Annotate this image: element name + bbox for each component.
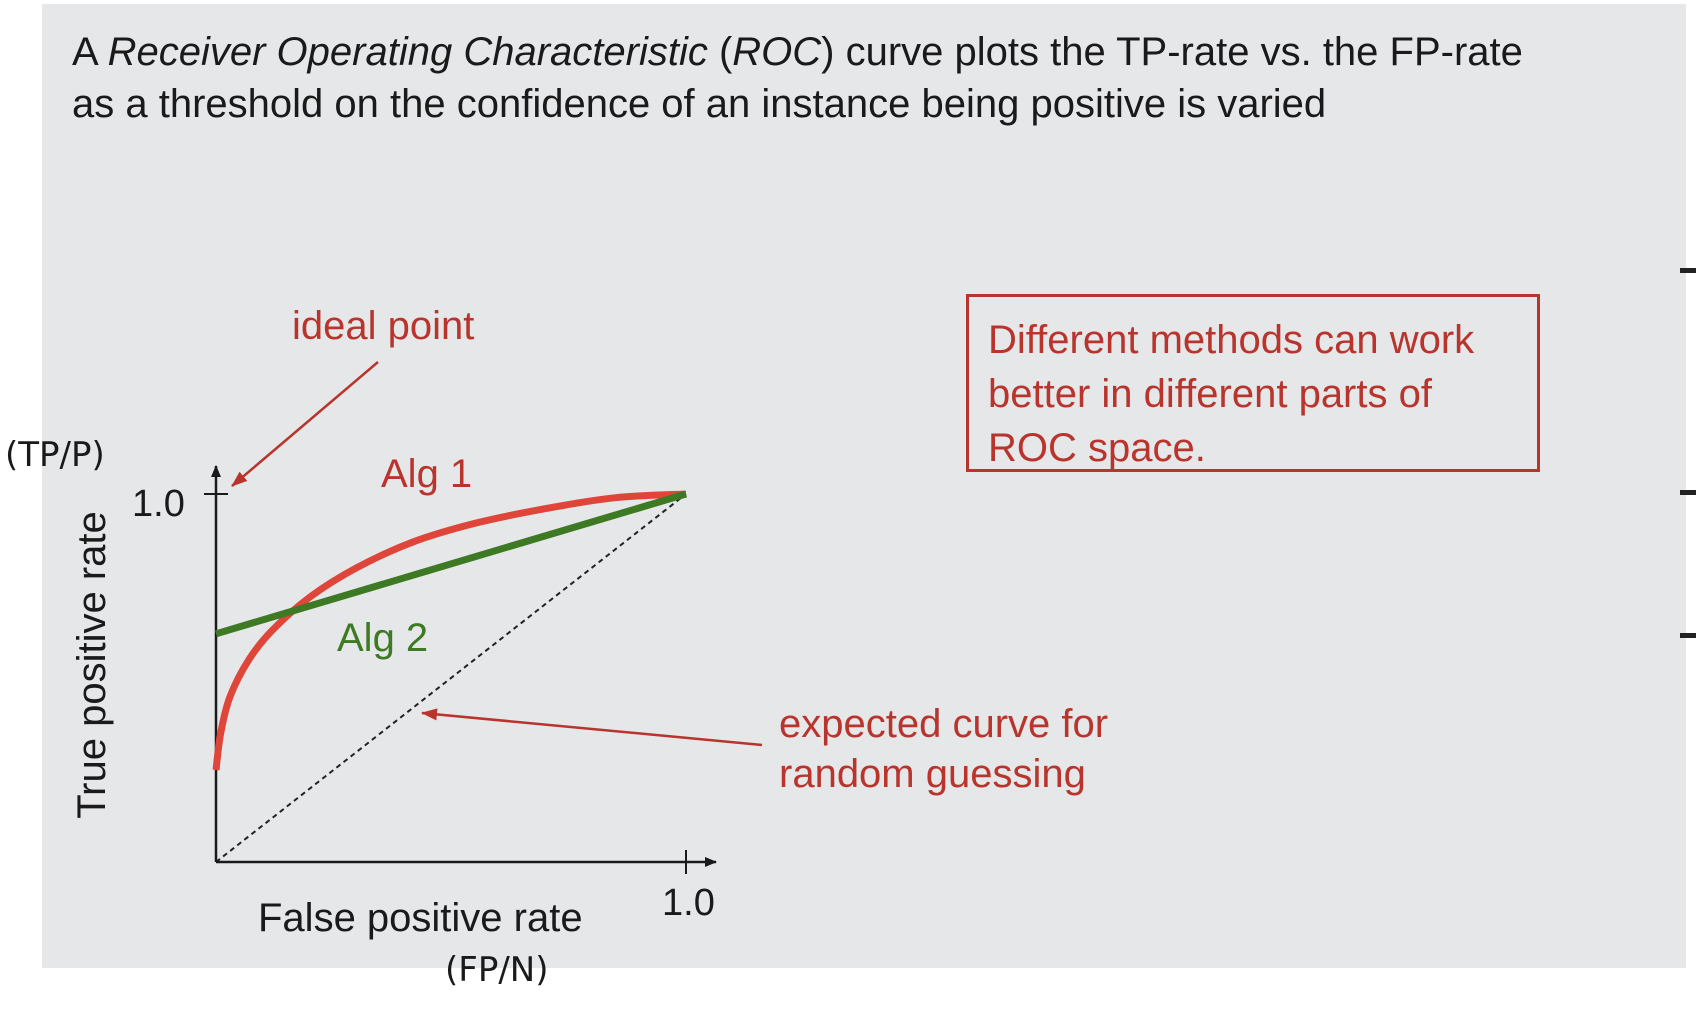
edge-tick-mark [1680,268,1696,273]
slide-background [42,4,1686,968]
note-line: better in different parts of [988,372,1432,416]
note-box: Different methods can work better in dif… [966,294,1540,472]
x-axis-label: False positive rate [258,896,583,940]
note-line: Different methods can work [988,318,1475,362]
series-line-alg-1 [212,490,687,771]
random-guess-arrow [421,708,763,747]
title-line-2: as a threshold on the confidence of an i… [72,82,1327,126]
series-label-alg-1: Alg 1 [381,452,473,496]
y-axis-unit-label: (TP/P) [5,435,105,475]
title-line-1: A Receiver Operating Characteristic (ROC… [72,26,1682,78]
ideal-point-arrow [231,361,379,487]
ideal-point-label: ideal point [292,304,475,348]
slide-title: A Receiver Operating Characteristic (ROC… [72,26,1682,130]
random-guess-diagonal [215,493,687,863]
title-text: ) curve plots the TP-rate vs. the FP-rat… [821,30,1523,74]
title-text: A [72,30,108,74]
title-text: ( [707,30,733,74]
edge-tick-mark [1680,490,1696,495]
random-guess-label-line-2: random guessing [779,752,1086,796]
y-tick-label: 1.0 [132,483,185,525]
series-label-alg-2: Alg 2 [337,616,429,660]
title-term-italic: Receiver Operating Characteristic [107,30,708,74]
note-line: ROC space. [988,426,1206,470]
edge-tick-mark [1680,633,1696,638]
title-acronym-italic: ROC [732,30,822,74]
random-guess-label-line-1: expected curve for [779,702,1109,746]
x-tick-label: 1.0 [662,882,715,924]
x-axis-unit-label: (FP/N) [445,950,549,990]
series-line-alg-2 [215,490,687,638]
y-axis-label: True positive rate [70,511,114,819]
